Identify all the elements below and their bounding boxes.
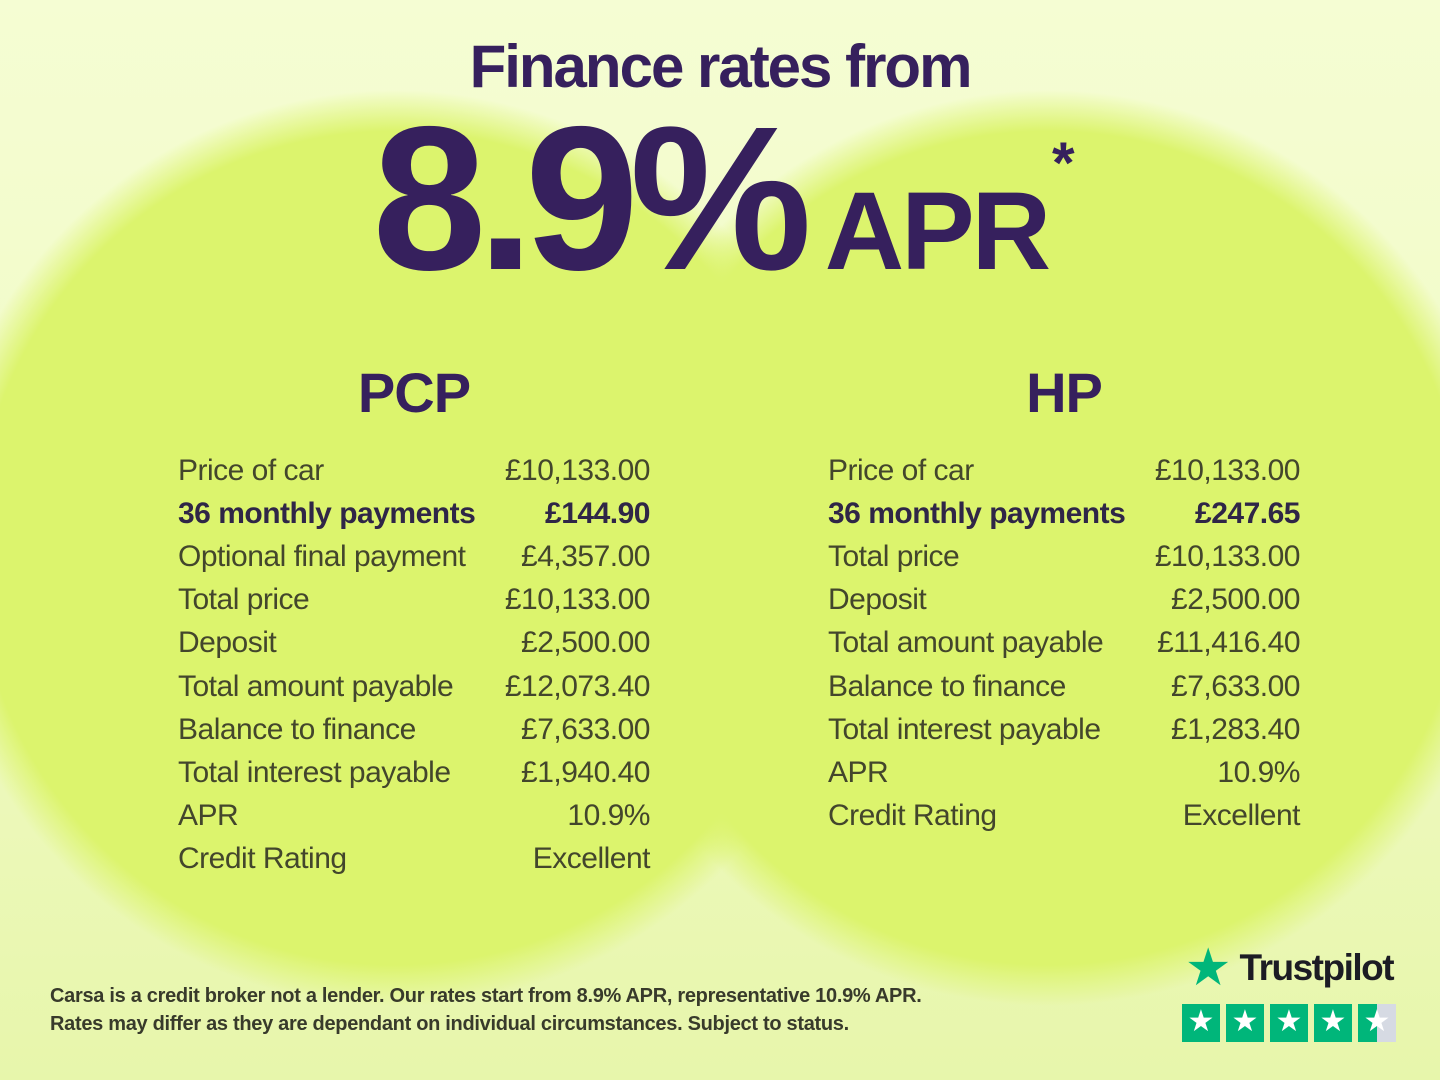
finance-row: Optional final payment £4,357.00 (178, 535, 650, 578)
row-value: £247.65 (1195, 496, 1300, 530)
rating-star-box-icon: ★ (1226, 1004, 1264, 1042)
row-label: 36 monthly payments (178, 496, 476, 530)
disclaimer-line-1: Carsa is a credit broker not a lender. O… (50, 985, 922, 1007)
hero-rate: 8.9% APR* (0, 84, 1440, 313)
disclaimer-text: Carsa is a credit broker not a lender. O… (50, 982, 922, 1038)
finance-row: Price of car £10,133.00 (178, 449, 651, 492)
rate-suffix: APR* (825, 135, 1075, 287)
row-value: £2,500.00 (1171, 583, 1300, 617)
trustpilot-logo: ★ Trustpilot (1184, 938, 1395, 998)
finance-row: Total amount payable £11,416.40 (828, 622, 1300, 665)
finance-row: Price of car £10,133.00 (828, 449, 1301, 492)
row-label: Price of car (828, 453, 974, 487)
row-label: Deposit (178, 626, 277, 660)
rating-star-box-icon: ★ (1314, 1004, 1352, 1042)
row-value: £10,133.00 (1154, 539, 1301, 573)
rating-star-box-icon: ★ (1270, 1004, 1308, 1042)
row-label: Balance to finance (178, 712, 416, 746)
finance-row: Deposit £2,500.00 (828, 579, 1300, 622)
rate-asterisk: * (1052, 131, 1075, 197)
star-glyph-icon: ★ (1363, 1004, 1391, 1039)
row-value: £11,416.40 (1157, 626, 1300, 660)
disclaimer-line-2: Rates may differ as they are dependant o… (50, 1013, 849, 1035)
row-label: 36 monthly payments (828, 496, 1126, 530)
finance-row: Balance to finance £7,633.00 (178, 708, 650, 751)
pcp-table-title: PCP (357, 361, 471, 424)
row-value: £4,357.00 (521, 539, 650, 573)
finance-row: Total amount payable £12,073.40 (178, 665, 651, 708)
rating-star-box-icon: ★ (1358, 1004, 1396, 1042)
pcp-finance-table: PCP Price of car £10,133.00 36 monthly pay… (178, 360, 651, 881)
row-value: £1,940.40 (521, 755, 650, 789)
row-value: 10.9% (567, 799, 650, 833)
star-glyph-icon: ★ (1231, 1004, 1259, 1039)
row-value: £12,073.40 (504, 669, 651, 703)
row-value: £10,133.00 (1154, 453, 1301, 487)
hero: Finance rates from 8.9% APR* (0, 33, 1440, 313)
finance-row: Credit Rating Excellent (828, 795, 1301, 838)
star-glyph-icon: ★ (1187, 1004, 1215, 1039)
finance-row: APR 10.9% (828, 751, 1300, 794)
finance-row: Deposit £2,500.00 (178, 622, 650, 665)
row-value: 10.9% (1217, 755, 1300, 789)
row-label: Total price (178, 583, 310, 617)
star-glyph-icon: ★ (1275, 1004, 1303, 1039)
row-label: Total price (828, 539, 960, 573)
row-label: Credit Rating (178, 842, 347, 876)
finance-row: Total interest payable £1,283.40 (828, 708, 1300, 751)
finance-row: 36 monthly payments £247.65 (828, 492, 1300, 535)
row-label: Total amount payable (178, 669, 454, 703)
trustpilot-rating-stars: ★ ★ ★ ★ ★ (1182, 1004, 1396, 1042)
row-label: APR (828, 755, 889, 789)
finance-row: Balance to finance £7,633.00 (828, 665, 1300, 708)
row-label: Deposit (828, 583, 927, 617)
rate-number: 8.9% (372, 84, 812, 313)
pcp-table-rows: Price of car £10,133.00 36 monthly payment… (178, 449, 651, 881)
row-value: £7,633.00 (1171, 669, 1300, 703)
trustpilot-star-icon: ★ (1184, 938, 1232, 998)
row-value: £1,283.40 (1171, 712, 1300, 746)
page-title: Finance rates from (469, 33, 973, 100)
rating-star-box-icon: ★ (1182, 1004, 1220, 1042)
row-value: £7,633.00 (521, 712, 650, 746)
row-value: £144.90 (545, 496, 650, 530)
hp-finance-table: HP Price of car £10,133.00 36 monthly paym… (828, 360, 1301, 838)
finance-row: Total interest payable £1,940.40 (178, 751, 650, 794)
row-label: Total amount payable (828, 626, 1104, 660)
background-circle-right (587, 90, 1440, 1006)
finance-row: APR 10.9% (178, 795, 650, 838)
row-label: APR (178, 799, 239, 833)
star-glyph-icon: ★ (1319, 1004, 1347, 1039)
row-value: £10,133.00 (504, 583, 651, 617)
finance-row: Credit Rating Excellent (178, 838, 651, 881)
finance-row: Total price £10,133.00 (828, 535, 1301, 578)
row-value: Excellent (1182, 799, 1301, 833)
row-label: Balance to finance (828, 669, 1066, 703)
rate-suffix-label: APR (824, 170, 1051, 293)
row-label: Optional final payment (178, 539, 466, 573)
trustpilot-badge: ★ Trustpilot ★ ★ ★ ★ ★ (1182, 942, 1396, 1042)
finance-row: Total price £10,133.00 (178, 579, 651, 622)
row-value: Excellent (532, 842, 651, 876)
hp-table-rows: Price of car £10,133.00 36 monthly payment… (828, 449, 1301, 838)
trustpilot-wordmark: Trustpilot (1239, 947, 1395, 988)
row-label: Price of car (178, 453, 324, 487)
hp-table-title: HP (1026, 361, 1103, 424)
row-label: Total interest payable (178, 755, 451, 789)
row-value: £2,500.00 (521, 626, 650, 660)
row-value: £10,133.00 (504, 453, 651, 487)
finance-row: 36 monthly payments £144.90 (178, 492, 650, 535)
row-label: Total interest payable (828, 712, 1101, 746)
row-label: Credit Rating (828, 799, 997, 833)
